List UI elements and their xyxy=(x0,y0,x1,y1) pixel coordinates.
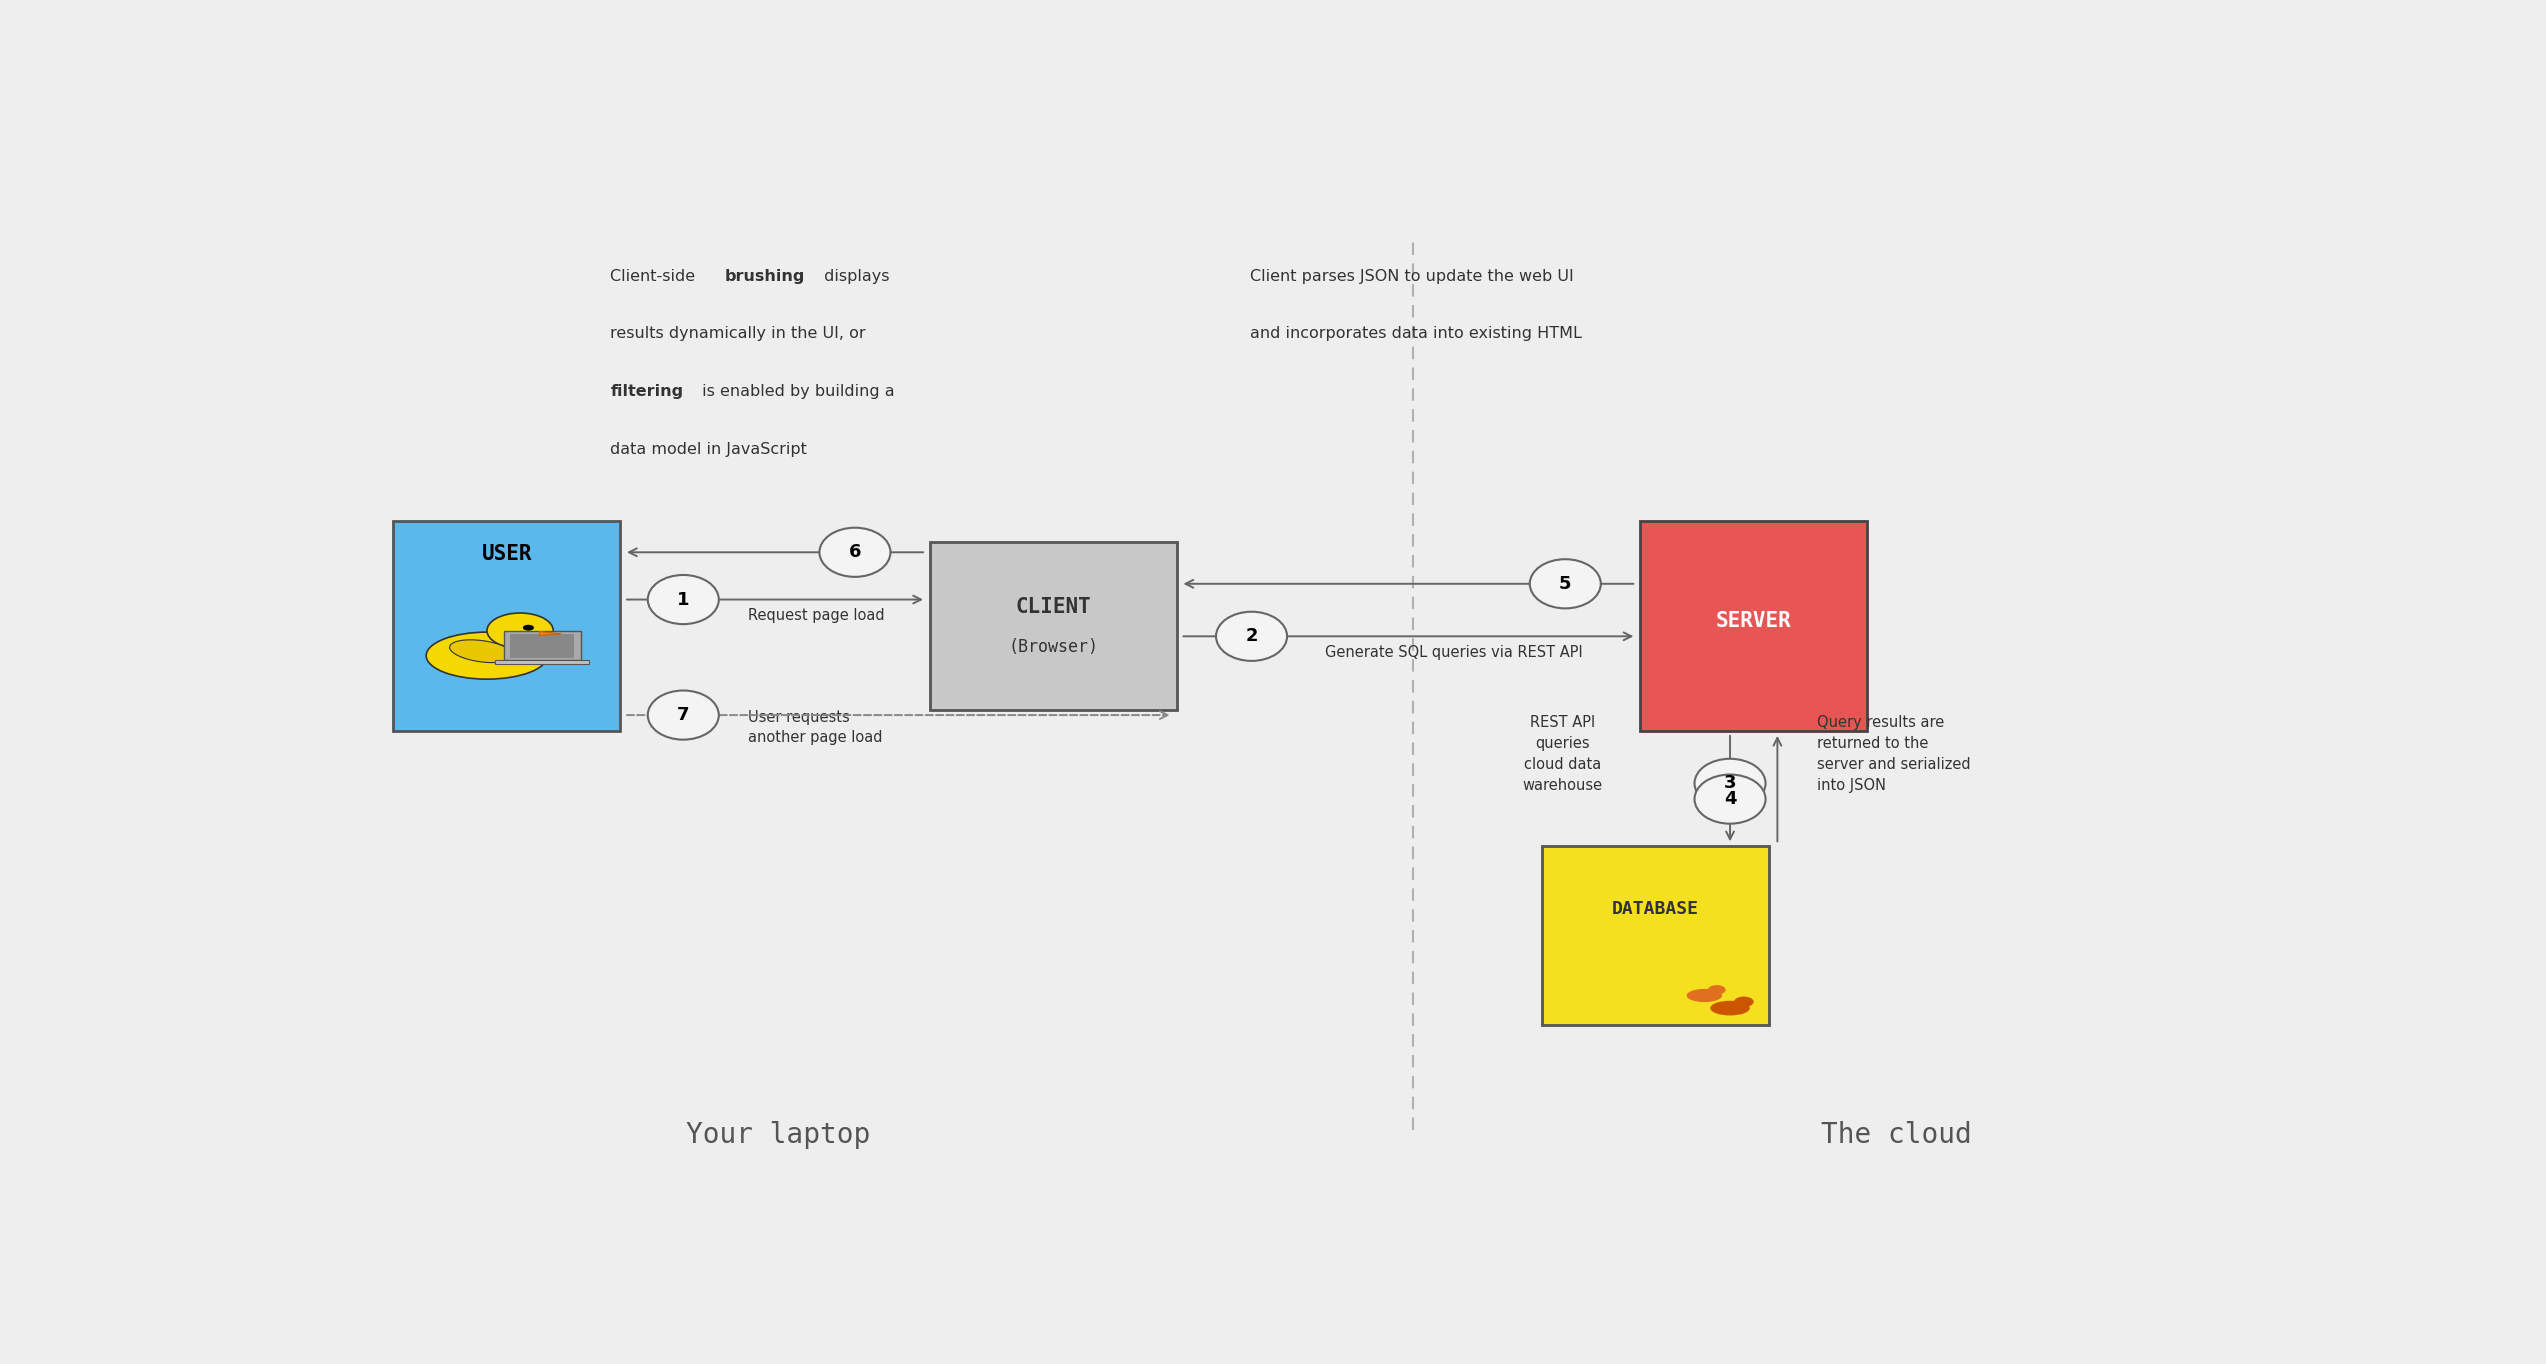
FancyBboxPatch shape xyxy=(1543,846,1769,1024)
Text: is enabled by building a: is enabled by building a xyxy=(698,385,894,400)
Ellipse shape xyxy=(647,690,718,739)
Text: USER: USER xyxy=(481,544,532,563)
Text: REST API
queries
cloud data
warehouse: REST API queries cloud data warehouse xyxy=(1523,715,1601,792)
Circle shape xyxy=(1734,997,1754,1007)
FancyBboxPatch shape xyxy=(504,630,580,660)
Text: brushing: brushing xyxy=(726,269,805,284)
FancyBboxPatch shape xyxy=(1640,521,1866,731)
Ellipse shape xyxy=(1217,611,1288,662)
Circle shape xyxy=(1708,985,1726,994)
FancyBboxPatch shape xyxy=(509,634,575,657)
Text: Request page load: Request page load xyxy=(749,608,886,623)
FancyBboxPatch shape xyxy=(392,521,621,731)
Ellipse shape xyxy=(1696,758,1764,807)
Text: CLIENT: CLIENT xyxy=(1016,597,1092,617)
Text: Client-side: Client-side xyxy=(611,269,700,284)
Text: 1: 1 xyxy=(677,591,690,608)
Ellipse shape xyxy=(1685,989,1721,1003)
Text: Client parses JSON to update the web UI: Client parses JSON to update the web UI xyxy=(1250,269,1573,284)
Circle shape xyxy=(522,625,535,630)
Text: (Browser): (Browser) xyxy=(1008,638,1097,656)
Text: User requests
another page load: User requests another page load xyxy=(749,709,883,745)
Ellipse shape xyxy=(451,640,514,663)
Text: DATABASE: DATABASE xyxy=(1612,900,1698,918)
Text: 4: 4 xyxy=(1724,790,1736,807)
Polygon shape xyxy=(540,632,563,636)
Ellipse shape xyxy=(1696,775,1764,824)
Text: 3: 3 xyxy=(1724,775,1736,792)
Text: Generate SQL queries via REST API: Generate SQL queries via REST API xyxy=(1324,645,1581,660)
Text: 7: 7 xyxy=(677,707,690,724)
Text: results dynamically in the UI, or: results dynamically in the UI, or xyxy=(611,326,866,341)
Text: Query results are
returned to the
server and serialized
into JSON: Query results are returned to the server… xyxy=(1818,715,1971,792)
FancyBboxPatch shape xyxy=(496,660,588,664)
Text: The cloud: The cloud xyxy=(1820,1121,1971,1150)
FancyBboxPatch shape xyxy=(929,542,1176,709)
Text: SERVER: SERVER xyxy=(1716,611,1792,630)
Circle shape xyxy=(486,612,552,648)
Text: 6: 6 xyxy=(848,543,861,561)
Text: 2: 2 xyxy=(1245,627,1258,645)
Ellipse shape xyxy=(1530,559,1601,608)
Ellipse shape xyxy=(820,528,891,577)
Text: filtering: filtering xyxy=(611,385,682,400)
Text: displays: displays xyxy=(820,269,891,284)
Ellipse shape xyxy=(647,576,718,625)
Text: 5: 5 xyxy=(1558,574,1571,593)
Text: Your laptop: Your laptop xyxy=(685,1121,871,1150)
Ellipse shape xyxy=(425,632,547,679)
Ellipse shape xyxy=(1711,1001,1749,1015)
Text: data model in JavaScript: data model in JavaScript xyxy=(611,442,807,457)
Text: and incorporates data into existing HTML: and incorporates data into existing HTML xyxy=(1250,326,1581,341)
